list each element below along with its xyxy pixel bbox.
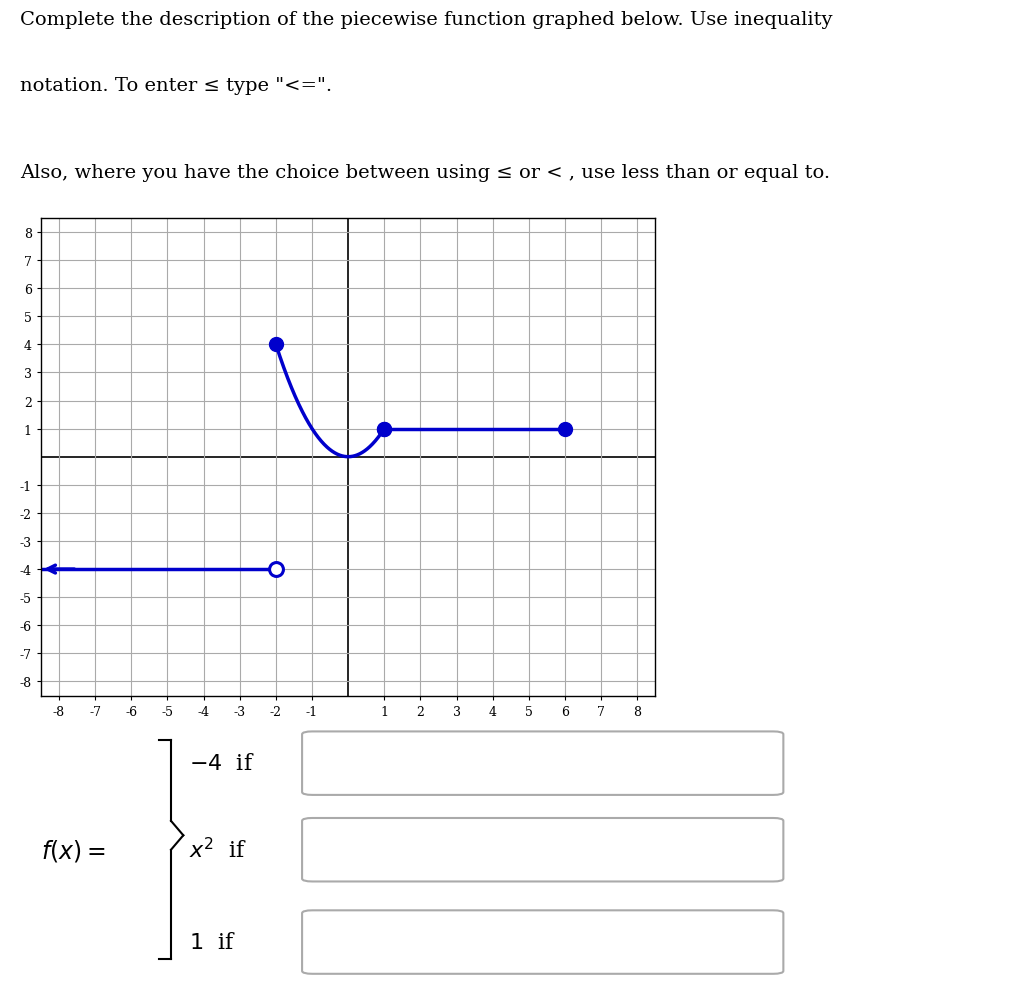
Text: Also, where you have the choice between using ≤ or < , use less than or equal to: Also, where you have the choice between … bbox=[20, 164, 830, 182]
Text: $x^2$  if: $x^2$ if bbox=[189, 837, 248, 863]
Text: notation. To enter ≤ type "<=".: notation. To enter ≤ type "<=". bbox=[20, 77, 333, 94]
Text: $f(x) =$: $f(x) =$ bbox=[41, 837, 105, 863]
Text: $1$  if: $1$ if bbox=[189, 931, 237, 953]
Text: Complete the description of the piecewise function graphed below. Use inequality: Complete the description of the piecewis… bbox=[20, 11, 833, 29]
Text: $-4$  if: $-4$ if bbox=[189, 752, 255, 774]
